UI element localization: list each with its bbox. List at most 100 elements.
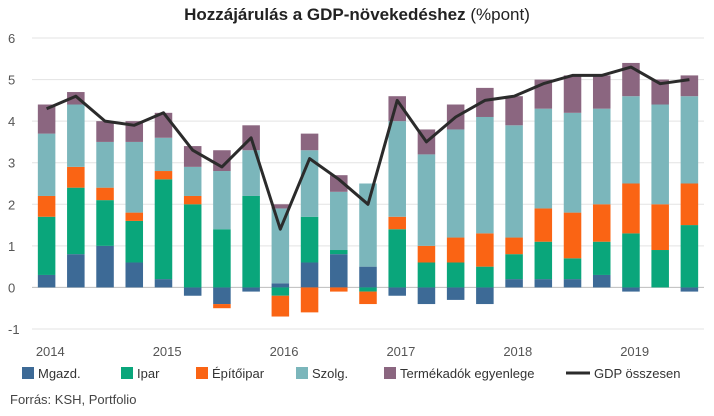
- bar-segment-szolg: [476, 116, 494, 234]
- bar-segment-szolg: [67, 104, 85, 167]
- x-tick-label: 2015: [153, 344, 182, 359]
- bar-segment-mgazd: [446, 287, 465, 300]
- bar-segment-ipar: [505, 254, 523, 280]
- bar-segment-mgazd: [242, 287, 260, 292]
- bar-segment-epito: [505, 237, 523, 255]
- y-tick-labels: -1 0 1 2 3 4 5 6: [8, 31, 20, 337]
- legend-swatch: [384, 367, 396, 379]
- bar-segment-epito: [37, 195, 56, 217]
- chart-title-main: Hozzájárulás a GDP-növekedéshez: [184, 5, 466, 24]
- bar-segment-epito: [96, 187, 114, 201]
- bar-segment-termek: [563, 75, 582, 113]
- bar-segment-szolg: [417, 154, 436, 246]
- bar-segment-termek: [271, 204, 290, 209]
- bar-segment-szolg: [651, 104, 669, 205]
- bar-segment-ipar: [388, 229, 406, 288]
- bar-segment-ipar: [534, 241, 553, 280]
- bar-segment-ipar: [154, 179, 173, 280]
- bar-segment-szolg: [154, 137, 173, 172]
- bar-segment-mgazd: [37, 274, 56, 288]
- bar-segment-termek: [505, 96, 523, 126]
- bar-segment-szolg: [534, 108, 553, 209]
- legend-label: GDP összesen: [594, 366, 680, 381]
- bar-segment-ipar: [446, 262, 465, 288]
- bar-segment-epito: [622, 183, 640, 234]
- bar-segment-termek: [96, 121, 114, 142]
- x-tick-label: 2014: [36, 344, 65, 359]
- bar-segment-ipar: [183, 204, 202, 288]
- bar-segment-ipar: [67, 187, 85, 255]
- bar-segment-mgazd: [563, 279, 582, 288]
- legend-swatch: [121, 367, 133, 379]
- bar-segment-epito: [651, 204, 669, 251]
- bar-segment-mgazd: [359, 266, 377, 288]
- gdp-line: [46, 65, 690, 231]
- bar-segment-mgazd: [476, 287, 494, 305]
- gdp-line-group: [46, 65, 690, 231]
- bar-segment-szolg: [563, 112, 582, 213]
- bar-segment-epito: [125, 212, 144, 221]
- y-tick-label: 3: [8, 156, 15, 171]
- bar-segment-ipar: [359, 287, 377, 292]
- bar-segment-mgazd: [534, 279, 553, 288]
- bar-segment-szolg: [37, 133, 56, 196]
- bar-segment-termek: [680, 75, 699, 97]
- bar-segment-ipar: [242, 195, 260, 288]
- bar-segment-mgazd: [680, 287, 699, 292]
- bar-segment-szolg: [505, 125, 523, 238]
- x-tick-label: 2019: [620, 344, 649, 359]
- y-tick-label: -1: [8, 322, 20, 337]
- y-tick-label: 4: [8, 114, 15, 129]
- source-note: Forrás: KSH, Portfolio: [10, 392, 137, 407]
- bar-segment-epito: [183, 195, 202, 205]
- bar-segment-ipar: [622, 233, 640, 288]
- y-tick-label: 2: [8, 197, 15, 212]
- bar-segment-epito: [417, 245, 436, 263]
- bar-segment-mgazd: [183, 287, 202, 296]
- y-tick-label: 1: [8, 239, 15, 254]
- y-tick-label: 0: [8, 280, 15, 295]
- bar-segment-szolg: [213, 171, 231, 230]
- bar-segment-termek: [37, 104, 56, 134]
- bar-segment-epito: [563, 212, 582, 259]
- bar-segment-epito: [359, 291, 377, 305]
- bar-segment-mgazd: [592, 274, 611, 288]
- bar-segment-epito: [67, 166, 85, 188]
- x-tick-labels: 2014 2015 2016 2017 2018 2019: [36, 344, 649, 359]
- bar-segment-epito: [213, 304, 231, 309]
- legend-label: Termékadók egyenlege: [400, 366, 534, 381]
- bar-segment-szolg: [592, 108, 611, 205]
- legend: Mgazd. Ipar Építőipar Szolg. Termékadók egye…: [22, 366, 680, 381]
- legend-swatch: [196, 367, 208, 379]
- bar-segment-ipar: [125, 220, 144, 263]
- x-tick-label: 2018: [503, 344, 532, 359]
- legend-label: Mgazd.: [38, 366, 81, 381]
- legend-label: Szolg.: [312, 366, 348, 381]
- bar-segment-mgazd: [505, 279, 523, 288]
- bar-segment-ipar: [96, 200, 114, 246]
- bar-segment-mgazd: [417, 287, 436, 305]
- bar-segment-mgazd: [96, 245, 114, 288]
- bars: [37, 62, 699, 317]
- bar-segment-szolg: [183, 166, 202, 196]
- bar-segment-szolg: [271, 208, 290, 284]
- y-tick-label: 6: [8, 31, 15, 46]
- bar-segment-ipar: [417, 262, 436, 288]
- y-tick-label: 5: [8, 73, 15, 88]
- bar-segment-mgazd: [125, 262, 144, 288]
- legend-swatch: [22, 367, 34, 379]
- bar-segment-epito: [680, 183, 699, 226]
- bar-segment-szolg: [622, 96, 640, 184]
- bar-segment-szolg: [330, 191, 348, 251]
- bar-segment-termek: [651, 79, 669, 105]
- bar-segment-termek: [476, 87, 494, 117]
- bar-segment-epito: [446, 237, 465, 263]
- bar-segment-epito: [534, 208, 553, 242]
- bar-segment-ipar: [271, 287, 290, 296]
- bar-segment-mgazd: [622, 287, 640, 292]
- bar-segment-szolg: [125, 141, 144, 213]
- bar-segment-termek: [125, 121, 144, 142]
- bar-segment-mgazd: [271, 283, 290, 288]
- x-tick-label: 2016: [270, 344, 299, 359]
